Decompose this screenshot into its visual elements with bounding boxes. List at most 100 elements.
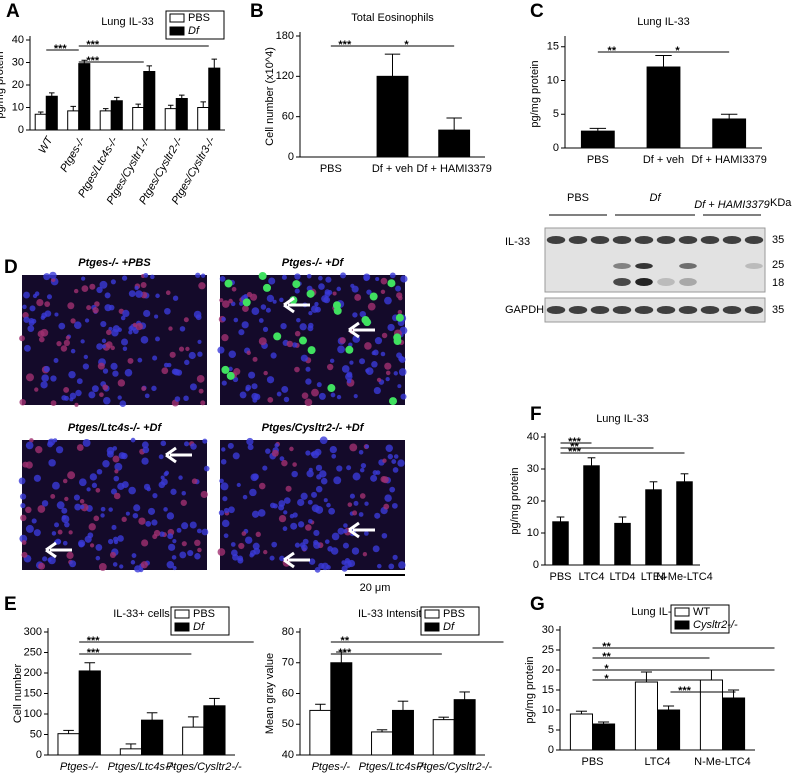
nucleus bbox=[137, 357, 143, 363]
nucleus bbox=[270, 352, 277, 359]
bar bbox=[141, 719, 164, 756]
nucleus bbox=[56, 501, 65, 510]
nucleus bbox=[329, 445, 337, 454]
y-tick-label: 300 bbox=[24, 626, 42, 638]
nucleus bbox=[165, 290, 171, 296]
nucleus bbox=[398, 368, 407, 376]
bar bbox=[392, 709, 414, 756]
nucleus bbox=[308, 311, 313, 316]
y-tick-label: 30 bbox=[527, 463, 539, 475]
nucleus bbox=[371, 361, 378, 368]
blot-band bbox=[613, 278, 631, 286]
nucleus bbox=[185, 346, 190, 352]
nucleus bbox=[332, 291, 337, 296]
nucleus bbox=[341, 365, 350, 373]
nucleus bbox=[194, 553, 201, 560]
nucleus bbox=[101, 344, 107, 349]
nucleus bbox=[166, 560, 175, 569]
nucleus bbox=[375, 470, 381, 475]
nucleus bbox=[183, 317, 189, 323]
nucleus bbox=[41, 374, 49, 382]
nucleus bbox=[87, 532, 94, 539]
nucleus bbox=[67, 302, 75, 310]
nucleus bbox=[173, 368, 180, 376]
nucleus bbox=[73, 321, 82, 330]
nucleus bbox=[97, 362, 105, 370]
nucleus bbox=[31, 518, 37, 524]
nucleus bbox=[384, 494, 392, 502]
nucleus bbox=[24, 344, 31, 352]
bar bbox=[371, 731, 393, 756]
x-tick-label: PBS bbox=[320, 163, 342, 175]
nucleus bbox=[251, 510, 260, 518]
nucleus bbox=[304, 398, 313, 407]
nucleus bbox=[141, 457, 149, 465]
y-tick-label: 20 bbox=[527, 495, 539, 507]
blot-band bbox=[722, 236, 742, 244]
nucleus bbox=[96, 468, 103, 475]
nucleus bbox=[114, 462, 123, 471]
bar bbox=[699, 679, 724, 751]
nucleus bbox=[238, 542, 245, 550]
nucleus bbox=[29, 305, 36, 312]
nucleus bbox=[128, 290, 136, 298]
il33-cell bbox=[262, 283, 271, 292]
y-tick-label: 40 bbox=[527, 431, 539, 443]
y-tick-label: 150 bbox=[24, 687, 42, 699]
nucleus bbox=[359, 493, 366, 499]
nucleus bbox=[184, 441, 190, 447]
nucleus bbox=[311, 388, 319, 397]
nucleus bbox=[268, 277, 276, 285]
blot-band bbox=[568, 236, 588, 244]
nucleus bbox=[179, 326, 186, 332]
il33-cell bbox=[307, 346, 316, 355]
nucleus bbox=[308, 518, 313, 524]
nucleus bbox=[385, 376, 390, 382]
nucleus bbox=[278, 504, 285, 511]
nucleus bbox=[389, 272, 396, 279]
nucleus bbox=[151, 385, 157, 392]
legend-label: WT bbox=[693, 606, 710, 618]
nucleus bbox=[314, 448, 322, 456]
bar bbox=[78, 63, 91, 131]
nucleus bbox=[168, 326, 173, 331]
significance-label: *** bbox=[87, 647, 101, 659]
x-tick-label: Df + veh bbox=[372, 163, 413, 175]
nucleus bbox=[220, 458, 227, 465]
nucleus bbox=[122, 346, 128, 351]
il33-cell bbox=[389, 397, 398, 406]
nucleus bbox=[291, 342, 298, 348]
x-tick-label: LTD4 bbox=[609, 571, 635, 583]
blot-band bbox=[657, 278, 675, 286]
nucleus bbox=[219, 276, 226, 282]
blot-band bbox=[700, 236, 720, 244]
chart-title: IL-33+ cells bbox=[113, 608, 170, 620]
nucleus bbox=[387, 453, 394, 460]
nucleus bbox=[99, 280, 108, 289]
nucleus bbox=[391, 459, 397, 464]
nucleus bbox=[20, 502, 26, 509]
nucleus bbox=[63, 339, 71, 346]
nucleus bbox=[172, 539, 177, 544]
nucleus bbox=[145, 520, 152, 527]
nucleus bbox=[233, 317, 239, 323]
nucleus bbox=[152, 493, 158, 499]
bar bbox=[164, 108, 177, 131]
nucleus bbox=[161, 367, 169, 375]
nucleus bbox=[61, 515, 67, 520]
nucleus bbox=[366, 289, 372, 295]
nucleus bbox=[101, 338, 107, 343]
nucleus bbox=[117, 379, 126, 387]
nucleus bbox=[70, 348, 76, 354]
chart-title: Lung IL-33 bbox=[596, 413, 649, 425]
nucleus bbox=[266, 376, 275, 384]
nucleus bbox=[102, 368, 109, 374]
bar bbox=[182, 726, 205, 756]
x-tick-label: LTC4 bbox=[644, 756, 670, 768]
nucleus bbox=[147, 507, 156, 515]
nucleus bbox=[83, 354, 89, 360]
nucleus bbox=[61, 507, 68, 514]
blot-band bbox=[722, 306, 742, 314]
nucleus bbox=[42, 556, 48, 562]
